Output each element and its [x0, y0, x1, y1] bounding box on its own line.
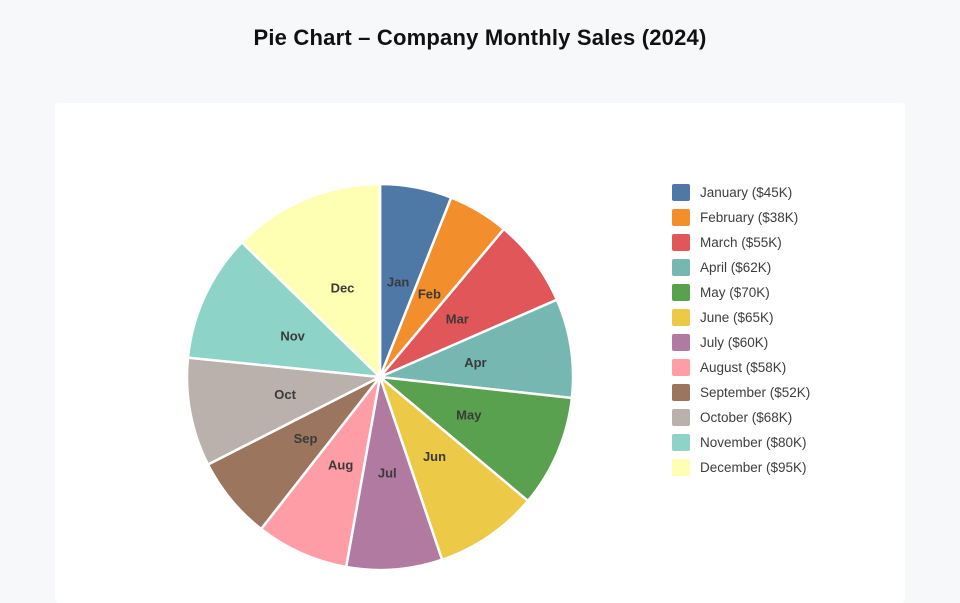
slice-label-july: Jul: [378, 466, 397, 481]
legend: January ($45K) February ($38K) March ($55K…: [672, 180, 810, 480]
legend-label-january: January ($45K): [700, 185, 793, 200]
legend-item-january[interactable]: January ($45K): [672, 180, 810, 205]
legend-label-february: February ($38K): [700, 210, 799, 225]
legend-swatch-february: [672, 209, 690, 226]
pie-slice-december[interactable]: [240, 182, 382, 379]
legend-label-june: June ($65K): [700, 310, 774, 325]
legend-label-july: July ($60K): [700, 335, 769, 350]
legend-label-november: November ($80K): [700, 435, 807, 450]
legend-label-march: March ($55K): [700, 235, 782, 250]
legend-swatch-july: [672, 334, 690, 351]
pie-slice-april[interactable]: [378, 298, 575, 400]
page-title: Pie Chart – Company Monthly Sales (2024): [253, 25, 707, 50]
legend-item-april[interactable]: April ($62K): [672, 255, 810, 280]
legend-item-october[interactable]: October ($68K): [672, 405, 810, 430]
chart-card: Jan Feb Mar Apr May Jun Jul Aug Sep Oct Nov Dec Jan…: [55, 103, 905, 603]
slice-label-november: Nov: [280, 329, 305, 344]
legend-item-september[interactable]: September ($52K): [672, 380, 810, 405]
pie-slice-october[interactable]: [185, 356, 382, 466]
legend-item-july[interactable]: July ($60K): [672, 330, 810, 355]
slice-label-june: Jun: [423, 449, 446, 464]
legend-swatch-may: [672, 284, 690, 301]
legend-swatch-december: [672, 459, 690, 476]
legend-label-april: April ($62K): [700, 260, 772, 275]
legend-item-june[interactable]: June ($65K): [672, 305, 810, 330]
slice-label-august: Aug: [328, 458, 353, 473]
legend-swatch-june: [672, 309, 690, 326]
legend-item-december[interactable]: December ($95K): [672, 455, 810, 480]
legend-item-march[interactable]: March ($55K): [672, 230, 810, 255]
legend-label-october: October ($68K): [700, 410, 793, 425]
slice-label-april: Apr: [464, 355, 486, 370]
slice-label-may: May: [456, 407, 482, 422]
legend-swatch-april: [672, 259, 690, 276]
legend-label-may: May ($70K): [700, 285, 770, 300]
slice-label-march: Mar: [446, 312, 469, 327]
slice-label-september: Sep: [294, 431, 318, 446]
legend-item-may[interactable]: May ($70K): [672, 280, 810, 305]
legend-swatch-january: [672, 184, 690, 201]
legend-swatch-october: [672, 409, 690, 426]
pie-slice-may[interactable]: [378, 375, 574, 503]
legend-label-september: September ($52K): [700, 385, 811, 400]
slice-label-october: Oct: [274, 387, 296, 402]
legend-label-december: December ($95K): [700, 460, 807, 475]
legend-swatch-august: [672, 359, 690, 376]
slice-label-february: Feb: [418, 287, 441, 302]
pie-chart: Jan Feb Mar Apr May Jun Jul Aug Sep Oct Nov Dec: [185, 182, 575, 572]
legend-label-august: August ($58K): [700, 360, 787, 375]
legend-item-november[interactable]: November ($80K): [672, 430, 810, 455]
legend-swatch-march: [672, 234, 690, 251]
legend-swatch-september: [672, 384, 690, 401]
slice-label-january: Jan: [387, 275, 409, 290]
pie-slice-november[interactable]: [186, 241, 382, 379]
legend-swatch-november: [672, 434, 690, 451]
slice-label-december: Dec: [331, 281, 355, 296]
legend-item-august[interactable]: August ($58K): [672, 355, 810, 380]
legend-item-february[interactable]: February ($38K): [672, 205, 810, 230]
